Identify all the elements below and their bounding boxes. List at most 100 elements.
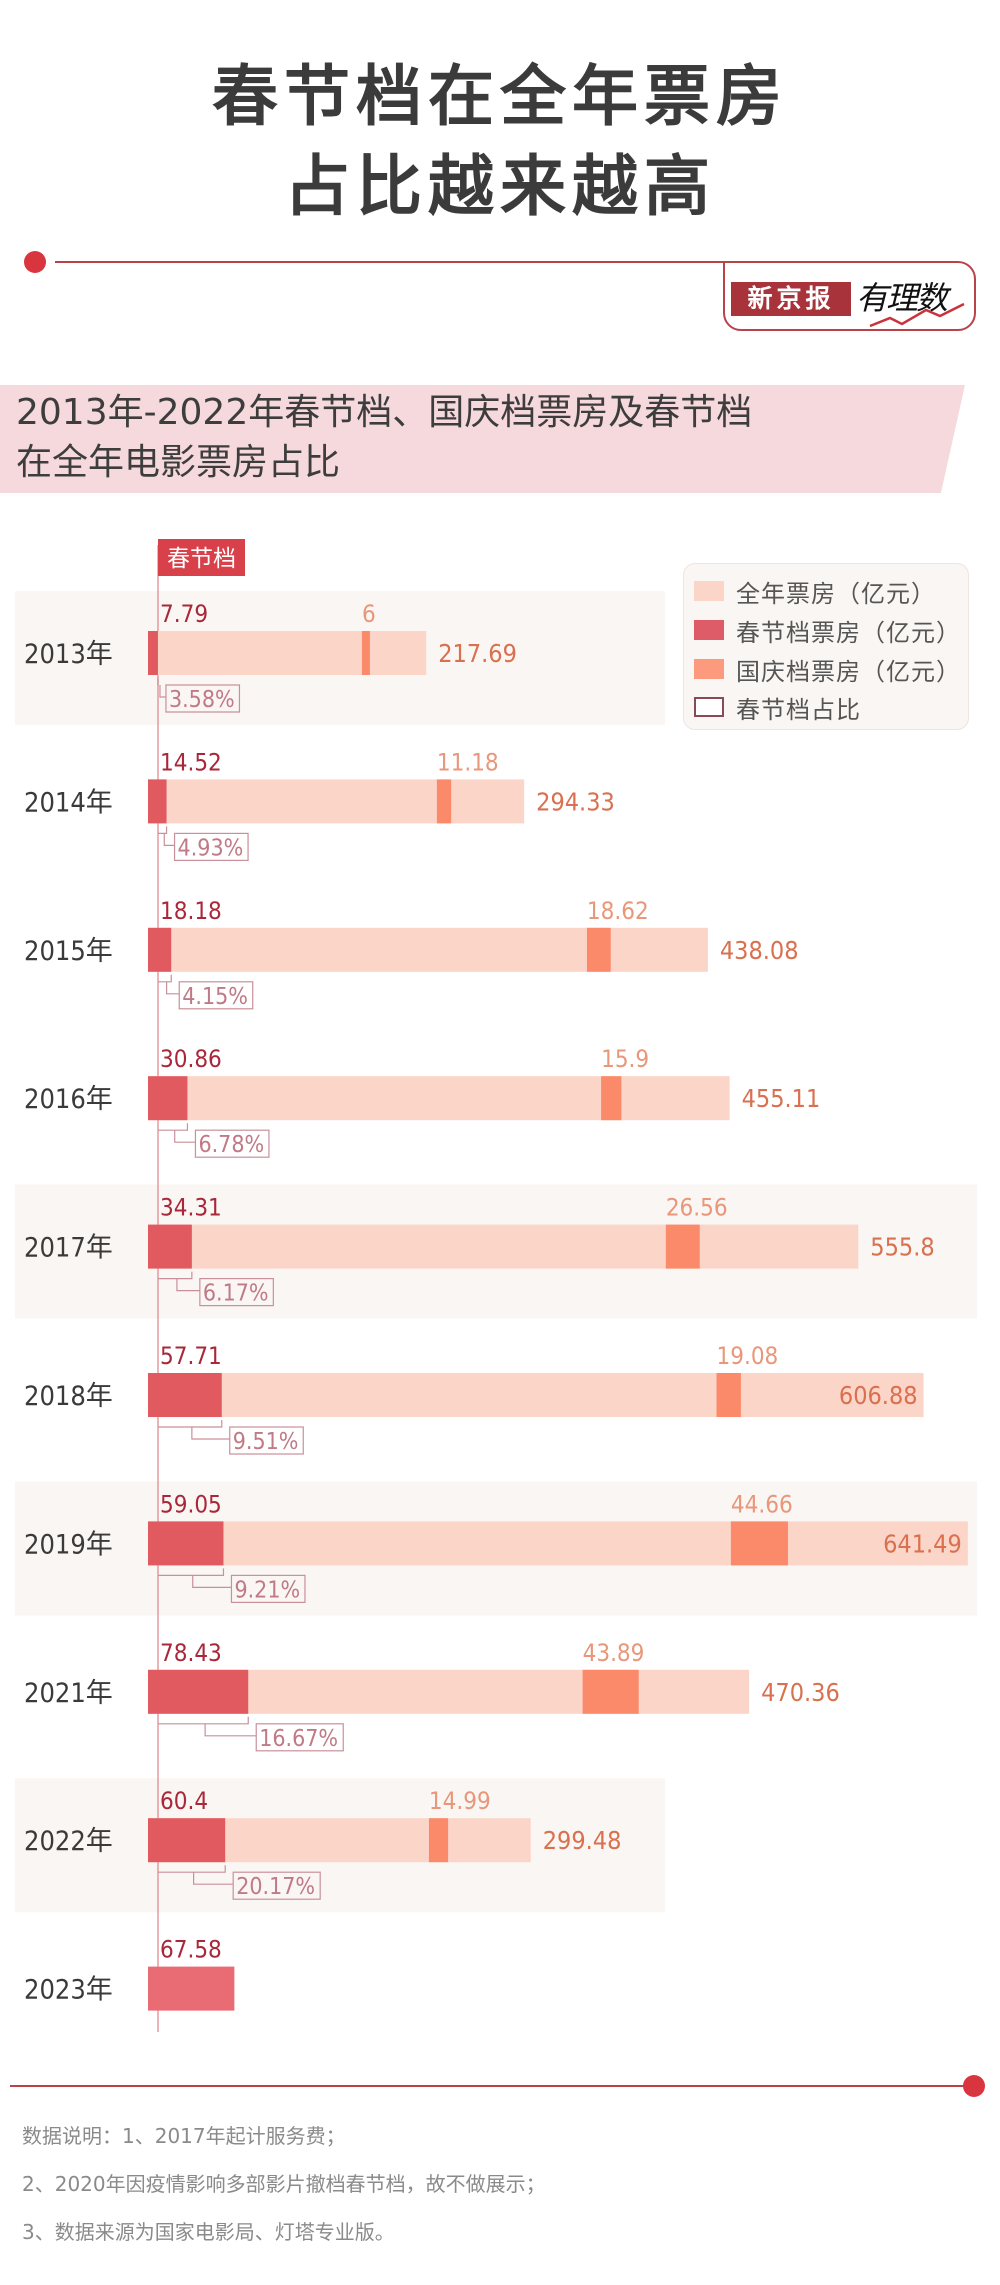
spring-value-label: 18.18 — [160, 897, 222, 925]
footer-divider — [10, 2085, 965, 2087]
spring-value-label: 78.43 — [160, 1639, 222, 1667]
data-note-1: 数据说明：1、2017年起计服务费； — [22, 2124, 346, 2148]
year-label: 2022年 — [24, 1826, 113, 1857]
annual-value-label: 555.8 — [870, 1233, 934, 1262]
share-bracket — [158, 1271, 193, 1280]
national-bar — [716, 1373, 741, 1417]
year-label: 2019年 — [24, 1529, 113, 1560]
share-connector — [192, 1575, 232, 1589]
share-connector — [166, 981, 180, 995]
year-label: 2017年 — [24, 1233, 113, 1264]
share-bracket — [158, 1865, 226, 1873]
trend-line-icon — [869, 302, 965, 328]
national-bar — [601, 1076, 622, 1121]
share-value-label: 6.17% — [203, 1281, 269, 1307]
share-value-label: 9.21% — [234, 1577, 300, 1603]
year-label: 2014年 — [24, 787, 113, 818]
share-label-box — [165, 684, 241, 713]
national-value-label: 18.62 — [587, 897, 649, 925]
share-bracket — [158, 1568, 225, 1577]
annual-bar — [148, 1373, 924, 1417]
annual-bar — [148, 1521, 968, 1566]
year-label: 2015年 — [24, 936, 113, 967]
legend-label: 春节档占比 — [736, 695, 861, 724]
share-label-box — [194, 1129, 270, 1158]
legend-swatch-spring — [694, 620, 724, 640]
share-connector — [191, 1427, 230, 1440]
national-bar — [586, 927, 611, 972]
page-title: 春节档在全年票房 占比越来越高 — [0, 52, 1000, 232]
spring-value-label: 67.58 — [160, 1936, 222, 1964]
legend-item-spring: 春节档票房（亿元） — [694, 613, 961, 647]
decorative-dot — [24, 251, 46, 273]
share-connector — [192, 1872, 234, 1885]
spring-value-label: 60.4 — [160, 1787, 208, 1815]
spring-bar — [148, 1818, 226, 1863]
national-value-label: 43.89 — [583, 1639, 645, 1667]
legend-label: 国庆档票房（亿元） — [736, 657, 961, 686]
national-value-label: 11.18 — [437, 748, 499, 776]
annual-value-label: 606.88 — [839, 1381, 918, 1410]
year-label: 2018年 — [24, 1381, 113, 1412]
spring-value-label: 7.79 — [160, 600, 208, 628]
spring-bar — [148, 1669, 249, 1714]
national-value-label: 15.9 — [601, 1045, 649, 1073]
national-value-label: 6 — [362, 600, 376, 628]
share-label-box — [173, 832, 249, 862]
share-connector — [204, 1723, 257, 1737]
national-value-label: 14.99 — [429, 1787, 491, 1815]
annual-bar — [148, 1224, 859, 1269]
brand-logo-newspaper: 新京报 — [731, 282, 851, 316]
chart-legend: 全年票房（亿元） 春节档票房（亿元） 国庆档票房（亿元） 春节档占比 — [683, 563, 969, 730]
subtitle-band — [0, 385, 965, 493]
legend-label: 春节档票房（亿元） — [736, 618, 961, 647]
share-label-box — [199, 1277, 274, 1307]
brand-frame — [723, 261, 976, 331]
spring-bar — [148, 779, 167, 824]
share-value-label: 6.78% — [198, 1132, 264, 1158]
share-value-label: 20.17% — [236, 1874, 315, 1900]
national-bar — [730, 1521, 788, 1566]
decorative-dot — [963, 2075, 985, 2097]
header-divider — [55, 261, 725, 263]
share-label-box — [232, 1871, 321, 1900]
subtitle-line-1: 2013年-2022年春节档、国庆档票房及春节档 — [16, 392, 753, 433]
share-bracket — [158, 974, 172, 983]
spring-value-label: 14.52 — [160, 748, 222, 776]
share-connector — [159, 685, 166, 698]
annual-value-label: 217.69 — [438, 639, 517, 668]
share-bracket — [158, 1716, 249, 1725]
chart-subtitle: 2013年-2022年春节档、国庆档票房及春节档 在全年电影票房占比 — [16, 388, 946, 488]
year-label: 2013年 — [24, 639, 113, 670]
spring-bar — [148, 1076, 188, 1121]
national-bar — [582, 1669, 639, 1714]
year-label: 2023年 — [24, 1975, 113, 2006]
year-label: 2021年 — [24, 1678, 113, 1709]
spring-value-label: 59.05 — [160, 1490, 222, 1518]
data-note-3: 3、数据来源为国家电影局、灯塔专业版。 — [22, 2220, 395, 2244]
legend-item-national: 国庆档票房（亿元） — [694, 652, 961, 686]
spring-bar — [148, 927, 172, 972]
national-bar — [361, 631, 370, 675]
share-value-label: 16.67% — [259, 1726, 338, 1752]
legend-swatch-share — [694, 697, 724, 717]
spring-bar — [148, 1373, 222, 1417]
title-line-2: 占比越来越高 — [284, 148, 716, 225]
annual-value-label: 299.48 — [543, 1826, 622, 1855]
annual-value-label: 641.49 — [883, 1529, 962, 1558]
spring-bar — [148, 631, 158, 675]
legend-item-share: 春节档占比 — [694, 690, 861, 724]
annual-bar — [148, 779, 525, 824]
annual-value-label: 294.33 — [536, 787, 615, 816]
data-note-2: 2、2020年因疫情影响多部影片撤档春节档，故不做展示； — [22, 2172, 546, 2196]
year-label: 2016年 — [24, 1084, 113, 1115]
brand-logo-column: 有理数 — [856, 279, 948, 317]
spring-bar — [148, 1521, 224, 1566]
share-value-label: 9.51% — [233, 1429, 299, 1455]
annual-value-label: 470.36 — [761, 1678, 840, 1707]
annual-bar — [148, 631, 427, 675]
share-value-label: 4.93% — [178, 835, 244, 861]
axis-tag-label: 春节档 — [167, 546, 236, 572]
national-value-label: 19.08 — [717, 1342, 779, 1370]
